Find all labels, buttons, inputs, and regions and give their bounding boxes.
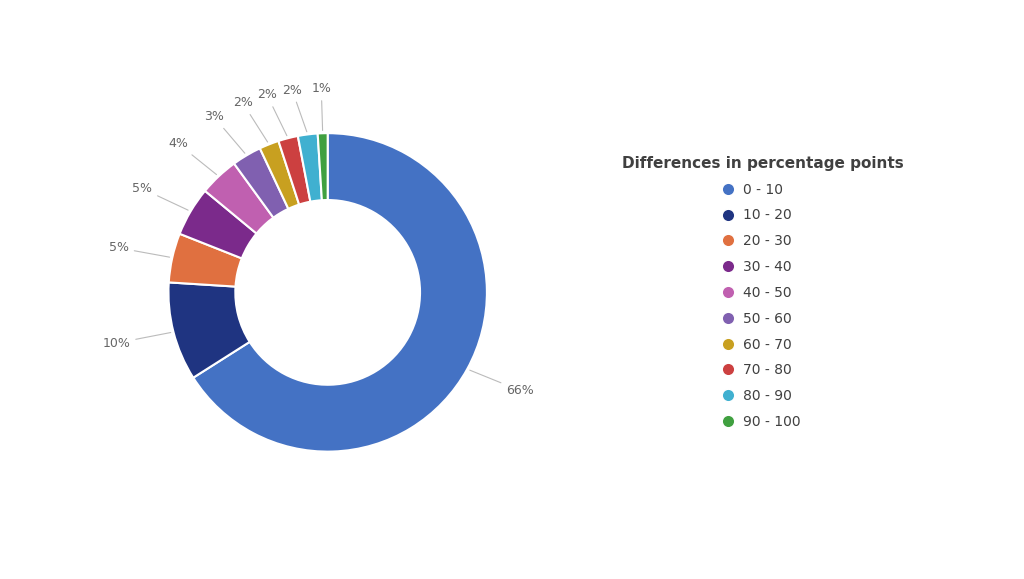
Wedge shape [260,141,299,209]
Text: 66%: 66% [470,370,535,397]
Wedge shape [279,136,310,204]
Wedge shape [234,148,289,218]
Text: 2%: 2% [257,89,287,135]
Wedge shape [169,283,250,378]
Wedge shape [298,134,322,201]
Legend: 0 - 10, 10 - 20, 20 - 30, 30 - 40, 40 - 50, 50 - 60, 60 - 70, 70 - 80, 80 - 90, : 0 - 10, 10 - 20, 20 - 30, 30 - 40, 40 - … [614,149,910,436]
Text: 5%: 5% [132,182,188,210]
Wedge shape [194,133,486,452]
Wedge shape [205,164,273,233]
Text: 10%: 10% [102,332,171,350]
Text: 2%: 2% [232,96,267,142]
Text: 5%: 5% [109,241,170,257]
Wedge shape [179,191,257,258]
Text: 1%: 1% [311,82,331,130]
Text: 2%: 2% [283,84,307,132]
Wedge shape [169,234,242,287]
Text: 3%: 3% [204,111,245,153]
Text: 4%: 4% [168,137,216,175]
Wedge shape [317,133,328,200]
